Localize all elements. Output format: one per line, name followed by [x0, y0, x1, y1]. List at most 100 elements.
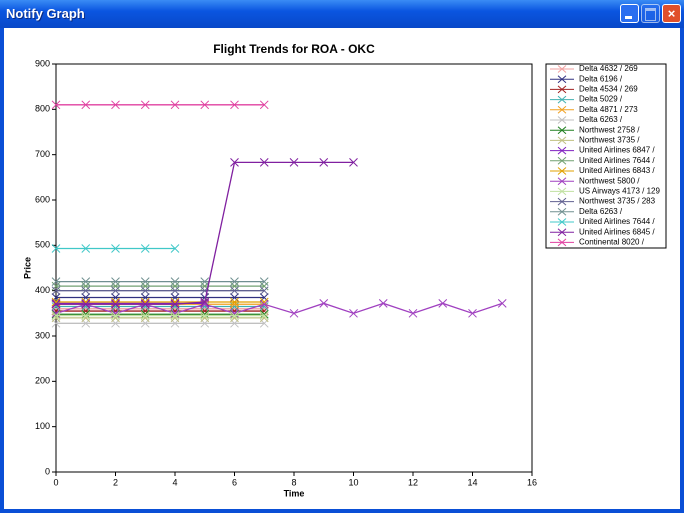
marker: [349, 158, 358, 167]
x-tick-label: 10: [348, 477, 358, 487]
marker: [230, 100, 239, 110]
marker: [259, 100, 269, 110]
marker: [81, 281, 91, 291]
marker: [140, 100, 150, 110]
marker: [51, 244, 61, 253]
marker: [289, 158, 299, 167]
marker: [289, 308, 299, 318]
y-tick-label: 200: [35, 376, 50, 386]
marker: [111, 286, 120, 296]
x-tick-label: 12: [408, 477, 418, 487]
legend-marker: [557, 75, 567, 84]
marker: [170, 299, 180, 309]
x-tick-label: 16: [527, 477, 537, 487]
legend-marker: [557, 136, 567, 145]
marker: [81, 244, 91, 253]
marker: [140, 281, 150, 291]
legend-marker: [557, 146, 567, 155]
legend-label: United Airlines 7644 /: [579, 217, 655, 226]
legend-label: Delta 6263 /: [579, 115, 623, 124]
marker: [81, 299, 91, 309]
marker: [81, 311, 91, 320]
marker: [259, 281, 269, 291]
legend-marker: [557, 218, 567, 226]
marker: [230, 309, 239, 319]
marker: [200, 311, 210, 320]
marker: [497, 299, 507, 308]
marker: [319, 299, 329, 308]
marker: [259, 277, 269, 286]
legend-marker: [557, 126, 567, 135]
marker: [438, 299, 448, 308]
y-tick-label: 800: [35, 104, 50, 114]
marker: [170, 277, 180, 286]
marker: [230, 281, 239, 291]
legend-label: Northwest 5800 /: [579, 176, 640, 185]
x-tick-label: 8: [291, 477, 296, 487]
marker: [230, 286, 239, 296]
legend-marker: [557, 105, 567, 114]
marker: [51, 299, 61, 309]
marker: [111, 100, 120, 110]
y-tick-label: 0: [45, 466, 50, 476]
marker: [408, 308, 418, 318]
legend-label: Delta 6263 /: [579, 207, 623, 216]
x-tick-label: 4: [172, 477, 177, 487]
marker: [170, 299, 180, 308]
marker: [200, 309, 210, 319]
marker: [140, 311, 150, 320]
x-tick-label: 2: [113, 477, 118, 487]
legend-marker: [557, 207, 567, 216]
marker: [230, 297, 239, 307]
series-line: [56, 161, 354, 305]
marker: [111, 281, 120, 291]
legend-marker: [557, 156, 567, 165]
x-axis-label: Time: [284, 488, 305, 498]
legend-label: United Airlines 7644 /: [579, 156, 655, 165]
marker: [51, 309, 61, 319]
legend-label: United Airlines 6843 /: [579, 166, 655, 175]
marker: [111, 244, 120, 253]
legend-marker: [557, 85, 567, 94]
legend-label: United Airlines 6845 /: [579, 227, 655, 236]
marker: [170, 309, 180, 319]
marker: [200, 277, 210, 286]
close-button[interactable]: ×: [662, 4, 681, 23]
marker: [319, 158, 329, 167]
marker: [200, 297, 210, 307]
marker: [468, 308, 477, 318]
maximize-button[interactable]: [641, 4, 660, 23]
marker: [200, 100, 210, 110]
legend-marker: [557, 238, 567, 247]
plot-frame: [55, 63, 533, 473]
marker: [259, 286, 269, 296]
legend-marker: [557, 187, 567, 196]
minimize-button[interactable]: [620, 4, 639, 23]
marker: [170, 311, 180, 320]
x-tick-label: 14: [467, 477, 477, 487]
marker: [140, 299, 150, 309]
marker: [230, 277, 239, 286]
marker: [51, 286, 61, 296]
y-tick-label: 400: [35, 285, 50, 295]
marker: [259, 311, 269, 320]
marker: [230, 293, 239, 302]
marker: [200, 299, 210, 308]
legend-marker: [557, 65, 567, 73]
legend-box: [545, 63, 667, 249]
marker: [51, 299, 61, 308]
marker: [111, 277, 120, 286]
series-line: [55, 302, 503, 315]
y-tick-label: 300: [35, 330, 50, 340]
marker: [111, 309, 120, 319]
legend-label: Delta 5029 /: [579, 95, 623, 104]
title-bar: Notify Graph ×: [0, 0, 684, 28]
client-area: Flight Trends for ROA - OKC Time Price 0…: [4, 28, 680, 509]
marker: [140, 309, 150, 319]
marker: [170, 244, 180, 253]
x-tick-label: 0: [53, 477, 58, 487]
y-tick-label: 100: [35, 421, 50, 431]
y-axis-label: Price: [22, 257, 32, 279]
legend-label: Delta 4534 / 269: [579, 85, 638, 94]
marker: [170, 100, 180, 110]
